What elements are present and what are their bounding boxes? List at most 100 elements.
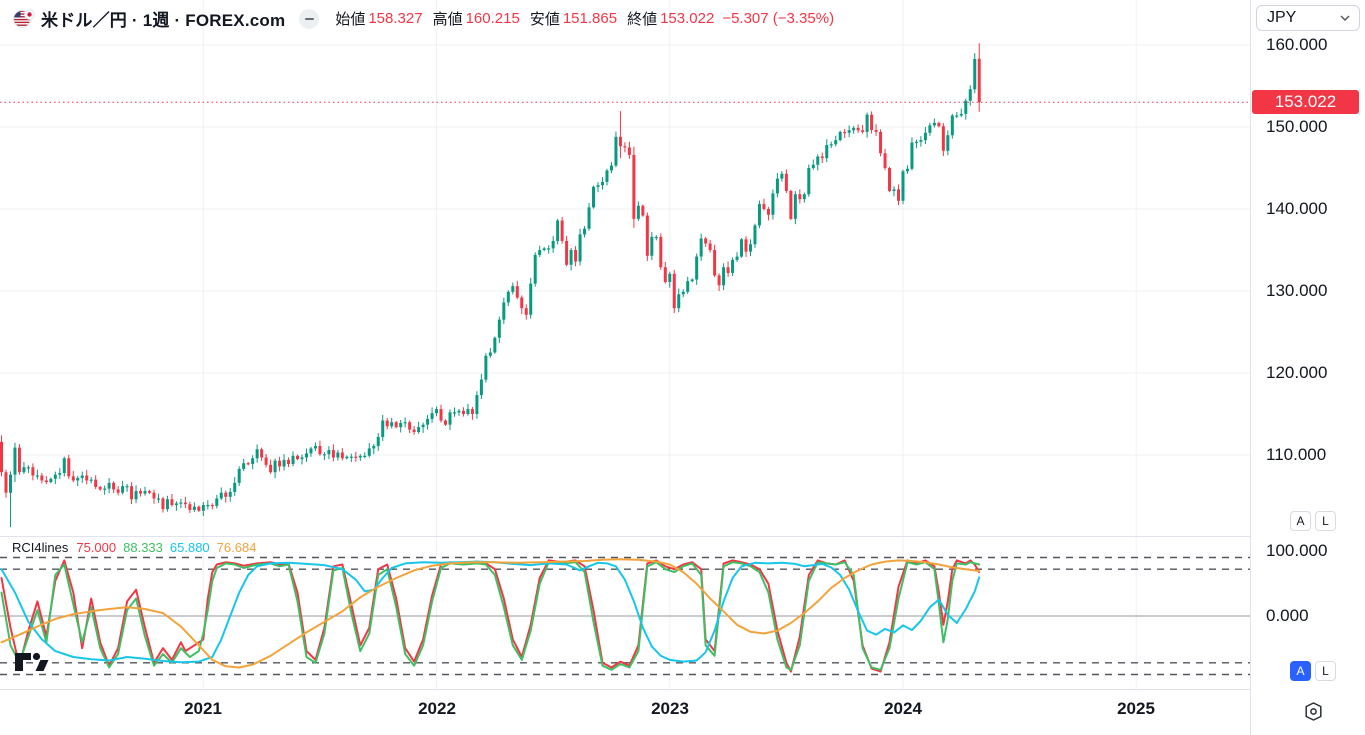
candle-body (511, 286, 515, 292)
indicator-value-2: 88.333 (123, 540, 163, 555)
candle-body (811, 164, 815, 168)
symbol-flag-icon (13, 8, 35, 29)
change-value: −5.307 (−3.35%) (722, 10, 835, 27)
gear-icon[interactable] (1304, 702, 1323, 721)
year-label-2022[interactable]: 2022 (418, 699, 456, 718)
candle-body (757, 204, 761, 226)
candle-body (883, 153, 887, 168)
candle-body (654, 236, 658, 239)
candle-body (722, 267, 726, 286)
candle-body (946, 135, 950, 151)
candle-body (4, 472, 8, 493)
candle-body (188, 504, 192, 510)
open-label: 始値 (335, 11, 366, 28)
candle-body (968, 89, 972, 101)
candle-body (58, 473, 62, 475)
price-axis[interactable]: JPY 160.000 150.000 140.000 130.000 120.000 1… (1250, 0, 1365, 735)
candle-body (224, 492, 228, 497)
time-axis[interactable]: 2021 2022 2023 2024 2025 (0, 690, 1250, 735)
collapse-icon[interactable] (299, 8, 320, 29)
price-label-100.000: 100.000 (1266, 541, 1328, 560)
year-label-2024[interactable]: 2024 (884, 699, 922, 718)
candle-body (152, 492, 156, 499)
tradingview-logo[interactable] (14, 650, 50, 679)
candle-body (143, 491, 147, 494)
candle-body (663, 267, 667, 282)
low-value: 151.865 (562, 10, 618, 27)
auto-scale-button[interactable]: A (1290, 511, 1311, 531)
candle-body (636, 205, 640, 219)
low-label: 安値 (529, 11, 560, 28)
candle-body (219, 492, 223, 499)
candle-body (116, 489, 120, 493)
log-scale-button[interactable]: L (1315, 661, 1336, 681)
indicator-name[interactable]: RCI4lines (12, 540, 69, 555)
candle-body (148, 491, 152, 493)
pane-separator[interactable] (0, 536, 1365, 537)
price-label-0.000: 0.000 (1266, 606, 1309, 625)
candle-body (31, 467, 35, 476)
ohlc-readout: 始値 158.327 高値 160.215 安値 151.865 終値 153.… (335, 8, 834, 29)
candle-body (201, 505, 205, 511)
candle-body (771, 193, 775, 215)
candle-body (430, 413, 434, 419)
candle-body (161, 498, 165, 510)
year-label-2025[interactable]: 2025 (1117, 699, 1155, 718)
candle-body (618, 136, 622, 147)
candle-body (390, 422, 394, 427)
candle-body (444, 420, 448, 425)
candle-body (843, 131, 847, 134)
candle-body (762, 204, 766, 209)
candle-body (740, 239, 744, 257)
candle-body (650, 236, 654, 256)
candle-body (578, 234, 582, 262)
candle-body (542, 248, 546, 250)
candle-body (681, 291, 685, 295)
candle-body (461, 410, 465, 414)
price-label-130.000: 130.000 (1266, 281, 1328, 300)
candle-body (98, 486, 102, 490)
candle-body (529, 283, 533, 315)
candle-body (192, 506, 196, 510)
candle-body (53, 474, 57, 479)
symbol-title[interactable]: 米ドル／円 · 1週 · FOREX.com (41, 11, 286, 30)
currency-label: JPY (1267, 9, 1297, 26)
chart-canvas[interactable] (0, 0, 1250, 690)
candle-body (206, 505, 210, 507)
candle-body (372, 445, 376, 449)
candle-body (107, 482, 111, 489)
candle-body (748, 244, 752, 252)
high-label: 高値 (432, 11, 463, 28)
candle-body (897, 189, 900, 201)
candle-body (264, 457, 268, 465)
candle-body (807, 168, 811, 195)
candle-body (574, 250, 578, 262)
currency-selector[interactable]: JPY (1256, 5, 1360, 31)
candle-body (8, 474, 12, 493)
candle-body (659, 236, 663, 268)
candle-body (780, 173, 784, 179)
last-price-badge: 153.022 (1252, 90, 1359, 114)
log-scale-button[interactable]: L (1315, 511, 1336, 531)
indicator-value-4: 76.684 (216, 540, 257, 555)
candle-body (789, 190, 793, 219)
candle-body (672, 273, 676, 309)
year-label-2023[interactable]: 2023 (651, 699, 689, 718)
candle-body (228, 491, 232, 497)
candle-body (291, 455, 295, 465)
candle-body (829, 144, 833, 146)
candle-body (605, 170, 609, 182)
candle-body (215, 498, 219, 506)
candle-body (439, 409, 443, 421)
candle-body (928, 125, 932, 133)
candle-body (838, 131, 842, 141)
candle-body (784, 173, 788, 191)
candle-body (318, 445, 322, 455)
candle-body (300, 457, 304, 460)
candle-body (94, 479, 98, 487)
candle-body (753, 225, 757, 245)
candle-body (937, 122, 941, 127)
auto-scale-button-active[interactable]: A (1290, 661, 1311, 681)
year-label-2021[interactable]: 2021 (184, 699, 222, 718)
candle-body (847, 130, 851, 133)
